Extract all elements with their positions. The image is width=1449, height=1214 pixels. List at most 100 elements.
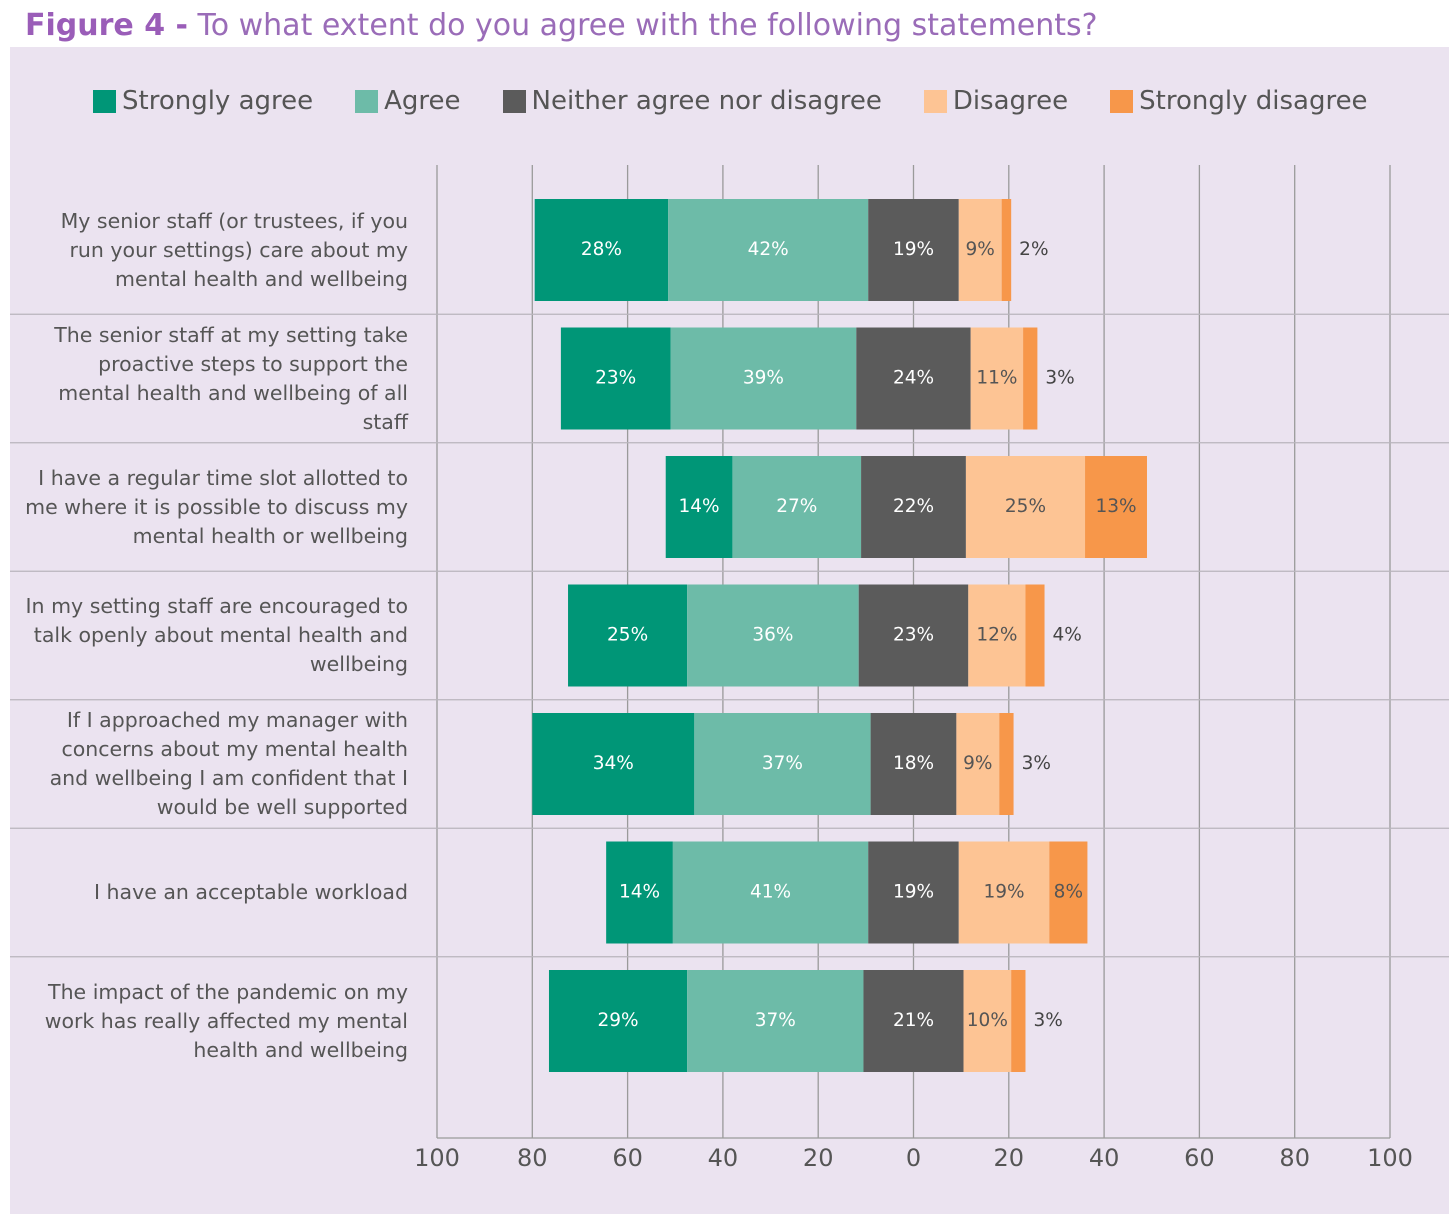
category-label: My senior staff (or trustees, if you run… <box>60 208 408 291</box>
category-label: I have a regular time slot allotted to m… <box>25 465 408 548</box>
bar-segment <box>970 327 1024 430</box>
bar-segment <box>999 713 1014 815</box>
bar-segment <box>670 327 857 430</box>
data-label: 39% <box>743 368 784 389</box>
data-label: 21% <box>893 1010 934 1031</box>
legend-item: Disagree <box>923 86 1069 116</box>
data-label: 29% <box>598 1010 639 1031</box>
chart-title: To what extent do you agree with the fol… <box>197 8 1098 43</box>
data-label: 14% <box>619 882 660 903</box>
x-tick-label: 20 <box>803 1144 834 1172</box>
category-label: I have an acceptable workload <box>93 880 408 904</box>
bar-segment <box>1025 584 1045 687</box>
legend-label: Disagree <box>952 86 1069 116</box>
data-label: 11% <box>976 368 1017 389</box>
data-label: 42% <box>748 239 789 260</box>
category-label: The impact of the pandemic on my work ha… <box>44 979 408 1062</box>
bar-segment <box>568 584 688 687</box>
legend-item: Strongly disagree <box>1110 86 1368 116</box>
bar-segment <box>858 584 969 687</box>
bar-segment <box>861 456 966 558</box>
bar-segment <box>870 713 957 815</box>
category-label: In my setting staff are encouraged to ta… <box>25 594 408 676</box>
bar-segment <box>732 456 862 558</box>
bar-segment <box>672 841 869 944</box>
bar-segment <box>1001 199 1012 301</box>
legend-label: Strongly agree <box>122 86 314 116</box>
data-label: 3% <box>1022 753 1051 774</box>
data-label: 27% <box>776 496 817 517</box>
bar-segment <box>534 199 669 301</box>
legend-swatch <box>502 89 526 113</box>
legend-item: Neither agree nor disagree <box>502 86 882 116</box>
data-label: 14% <box>679 496 720 517</box>
legend-label: Strongly disagree <box>1139 86 1368 116</box>
x-tick-label: 100 <box>1367 1144 1413 1172</box>
data-label: 28% <box>581 239 622 260</box>
data-label: 19% <box>893 882 934 903</box>
bar-segment <box>560 327 671 430</box>
bar-segment <box>868 199 959 301</box>
bar-segment <box>668 199 869 301</box>
x-tick-label: 80 <box>1279 1144 1310 1172</box>
bar-segment <box>868 841 959 944</box>
data-label: 10% <box>967 1010 1008 1031</box>
data-label: 25% <box>607 625 648 646</box>
data-label: 34% <box>593 753 634 774</box>
legend-item: Agree <box>355 86 461 116</box>
legend: Strongly agree Agree Neither agree nor dis… <box>93 86 1368 116</box>
data-label: 18% <box>893 753 934 774</box>
data-label: 41% <box>750 882 791 903</box>
data-label: 37% <box>762 753 803 774</box>
bar-segment <box>965 456 1086 558</box>
x-tick-label: 20 <box>994 1144 1025 1172</box>
data-label: 2% <box>1019 239 1048 260</box>
bar-segment <box>856 327 971 430</box>
data-label: 23% <box>595 368 636 389</box>
bar-segment <box>694 713 871 815</box>
x-tick-label: 60 <box>612 1144 643 1172</box>
bar-segment <box>687 584 859 687</box>
title: Figure 4 - To what extent do you agree w… <box>25 8 1098 43</box>
data-label: 9% <box>966 239 995 260</box>
category-label: If I approached my manager with concerns… <box>49 708 408 819</box>
legend-swatch <box>923 89 947 113</box>
bar-segment <box>1011 970 1026 1072</box>
data-label: 8% <box>1054 882 1083 903</box>
data-label: 19% <box>893 239 934 260</box>
data-label: 3% <box>1033 1010 1062 1031</box>
x-tick-label: 60 <box>1184 1144 1215 1172</box>
x-tick-label: 80 <box>517 1144 548 1172</box>
bar-segment <box>958 199 1002 301</box>
category-label: The senior staff at my setting take proa… <box>54 322 408 434</box>
legend-label: Agree <box>384 86 461 116</box>
figure-label: Figure 4 - <box>25 8 188 43</box>
data-label: 13% <box>1095 496 1136 517</box>
bar-segment <box>665 456 733 558</box>
bar-segment <box>863 970 964 1072</box>
x-tick-label: 100 <box>414 1144 460 1172</box>
data-label: 22% <box>893 496 934 517</box>
legend-swatch <box>355 89 379 113</box>
bar-segment <box>958 841 1050 944</box>
bar-segment <box>1085 456 1147 558</box>
x-tick-label: 40 <box>708 1144 739 1172</box>
bar-segment <box>956 713 1000 815</box>
bar-segment <box>963 970 1012 1072</box>
data-label: 19% <box>983 882 1024 903</box>
bar-segment <box>532 713 695 815</box>
legend-label: Neither agree nor disagree <box>531 86 882 116</box>
data-label: 24% <box>893 368 934 389</box>
bar-segment <box>1023 327 1038 430</box>
legend-swatch <box>93 89 116 113</box>
data-label: 25% <box>1005 496 1046 517</box>
x-tick-label: 40 <box>1089 1144 1120 1172</box>
bar-segment <box>1049 841 1088 944</box>
bar-segment <box>687 970 864 1072</box>
data-label: 37% <box>755 1010 796 1031</box>
data-label: 12% <box>976 625 1017 646</box>
bar-segment <box>548 970 688 1072</box>
data-label: 3% <box>1045 368 1074 389</box>
